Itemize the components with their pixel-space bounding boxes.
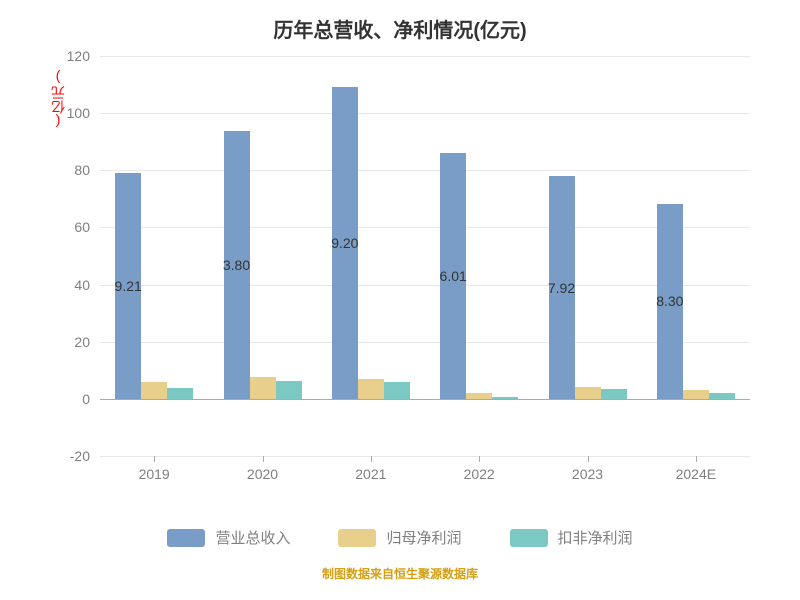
- bar-value-label: 7.92: [548, 280, 575, 296]
- grid-line: [100, 342, 750, 343]
- bar: [141, 382, 167, 399]
- bar: [384, 382, 410, 399]
- x-tick-mark: [371, 456, 372, 462]
- y-tick-label: 120: [67, 48, 100, 64]
- legend-item: 归母净利润: [338, 527, 461, 548]
- y-tick-label: 100: [67, 105, 100, 121]
- grid-line: [100, 56, 750, 57]
- bar: [575, 387, 601, 399]
- y-tick-label: -20: [70, 448, 100, 464]
- bar-value-label: 9.21: [115, 278, 142, 294]
- x-tick-mark: [479, 456, 480, 462]
- legend-item: 扣非净利润: [510, 527, 633, 548]
- y-tick-label: 60: [74, 219, 100, 235]
- y-tick-label: 80: [74, 162, 100, 178]
- bar-value-label: 3.80: [223, 257, 250, 273]
- x-tick-mark: [696, 456, 697, 462]
- plot-area: -2002040608010012020199.2120203.8020219.…: [100, 56, 750, 456]
- grid-line: [100, 285, 750, 286]
- y-axis-label: (亿元): [48, 70, 68, 130]
- legend-item: 营业总收入: [167, 527, 290, 548]
- bar: [167, 388, 193, 399]
- y-tick-label: 20: [74, 334, 100, 350]
- y-tick-label: 0: [82, 391, 100, 407]
- chart-title: 历年总营收、净利情况(亿元): [0, 14, 800, 43]
- legend-swatch: [338, 529, 376, 547]
- legend-label: 归母净利润: [386, 527, 461, 548]
- grid-line: [100, 227, 750, 228]
- legend-swatch: [510, 529, 548, 547]
- grid-line: [100, 170, 750, 171]
- bar: [492, 397, 518, 398]
- grid-line: [100, 456, 750, 457]
- bar: [709, 393, 735, 399]
- grid-line: [100, 399, 750, 400]
- bar-value-label: 6.01: [440, 268, 467, 284]
- y-tick-label: 40: [74, 277, 100, 293]
- x-tick-mark: [263, 456, 264, 462]
- legend: 营业总收入 归母净利润 扣非净利润: [0, 527, 800, 548]
- chart-container: 历年总营收、净利情况(亿元) (亿元) -2002040608010012020…: [0, 0, 800, 600]
- bar: [466, 393, 492, 399]
- bar: [358, 379, 384, 399]
- legend-swatch: [167, 529, 205, 547]
- bar: [250, 377, 276, 398]
- bar-value-label: 8.30: [656, 293, 683, 309]
- x-tick-mark: [588, 456, 589, 462]
- footer-attribution: 制图数据来自恒生聚源数据库: [0, 565, 800, 582]
- legend-label: 扣非净利润: [558, 527, 633, 548]
- legend-label: 营业总收入: [215, 527, 290, 548]
- bar: [601, 389, 627, 399]
- bar-value-label: 9.20: [331, 235, 358, 251]
- bar: [683, 390, 709, 399]
- bar: [276, 381, 302, 399]
- x-tick-mark: [154, 456, 155, 462]
- grid-line: [100, 113, 750, 114]
